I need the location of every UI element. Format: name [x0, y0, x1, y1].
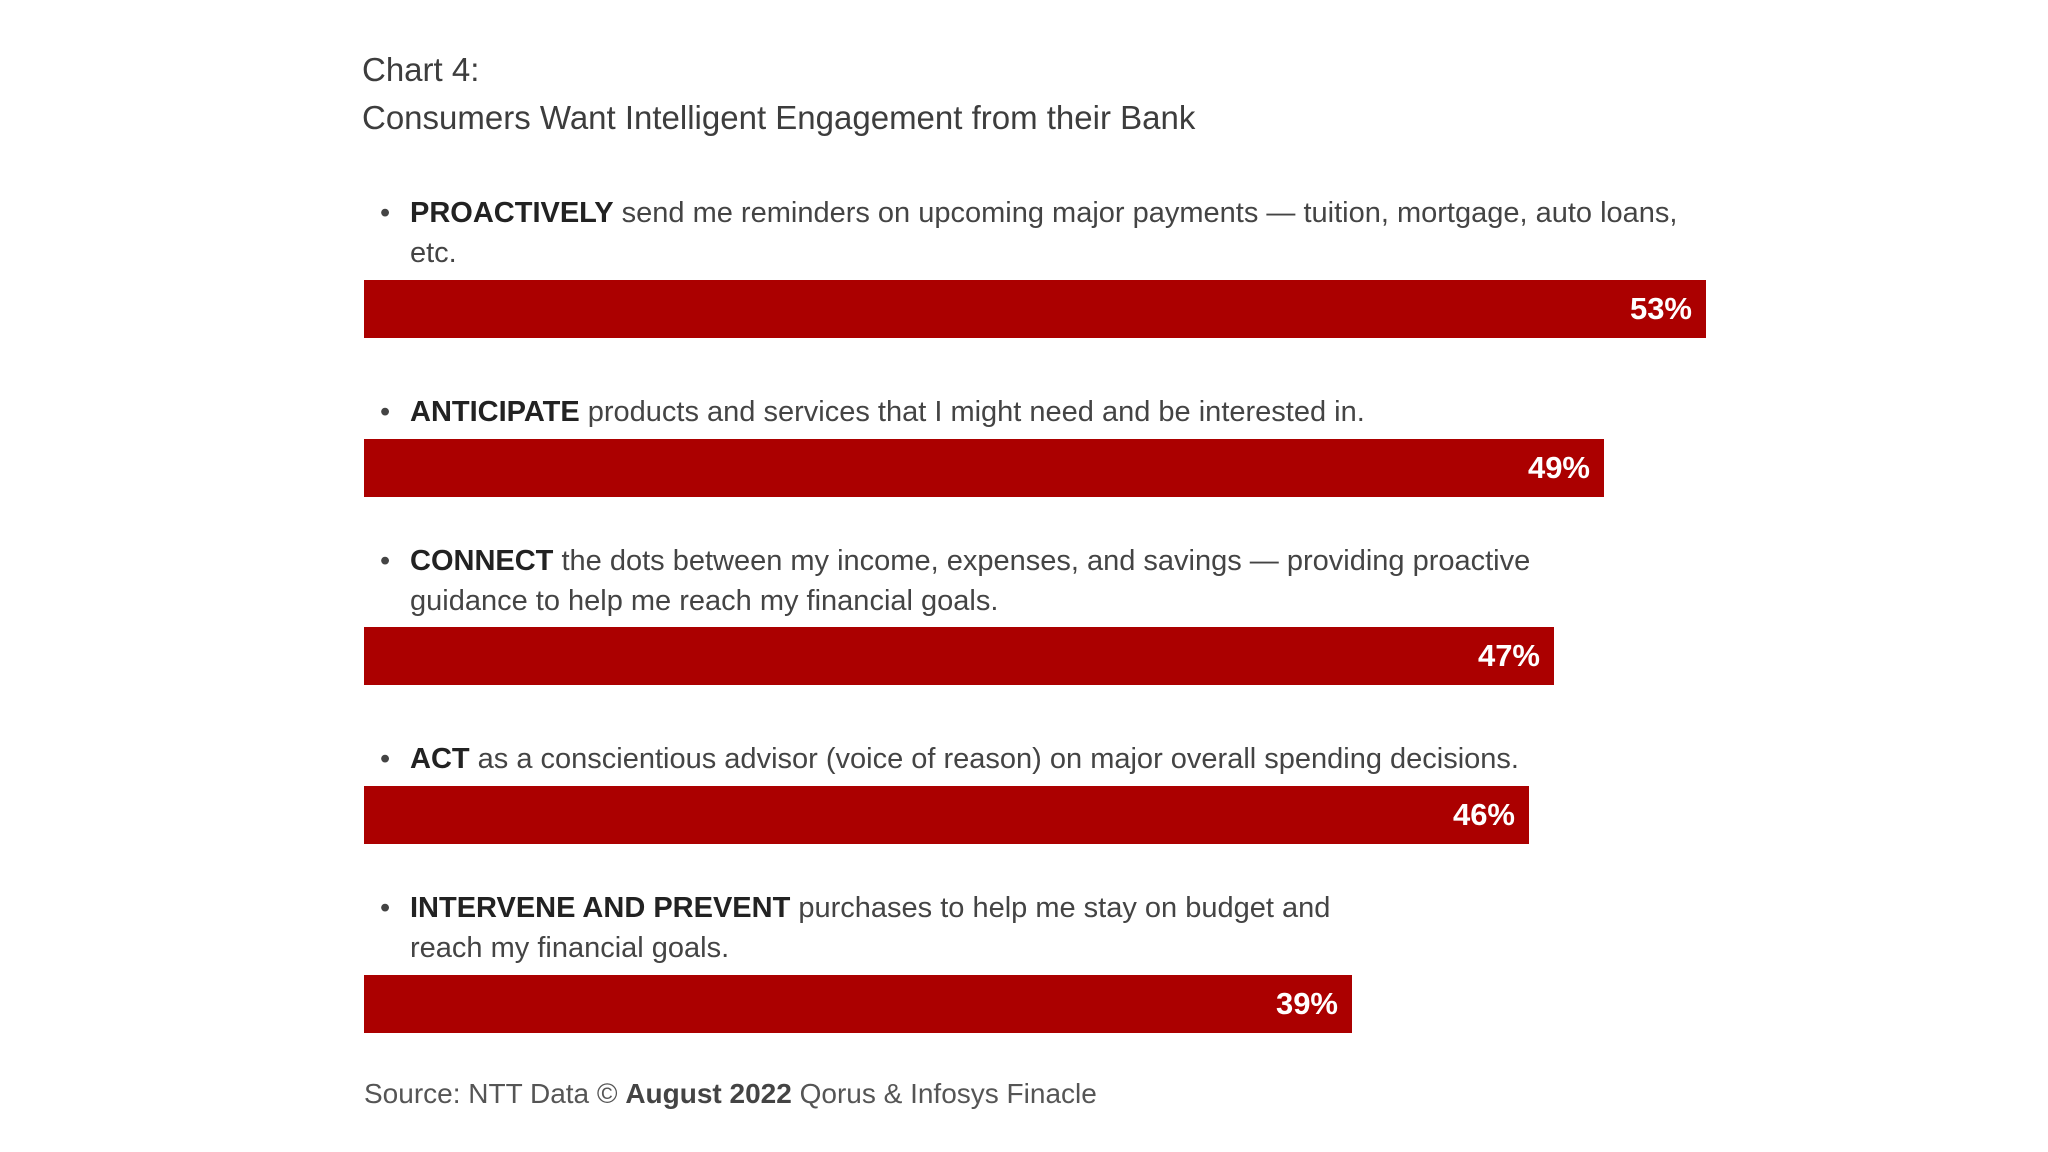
bullet-icon: • — [380, 545, 391, 577]
bullet-icon: • — [380, 197, 391, 229]
bar-value: 49% — [1527, 450, 1590, 485]
bar-value: 39% — [1275, 986, 1338, 1021]
item-description: as a conscientious advisor (voice of rea… — [469, 743, 1519, 775]
item-label-act: • ACT as a conscientious advisor (voice … — [380, 739, 1700, 779]
item-description: products and services that I might need … — [579, 396, 1365, 428]
bullet-icon: • — [380, 892, 391, 924]
item-label-intervene: • INTERVENE AND PREVENT purchases to hel… — [380, 888, 1370, 968]
item-label-connect: • CONNECT the dots between my income, ex… — [380, 541, 1630, 621]
item-keyword: ANTICIPATE — [410, 396, 580, 428]
item-keyword: PROACTIVELY — [410, 197, 614, 229]
source-prefix: Source: NTT Data © — [364, 1078, 626, 1109]
item-keyword: ACT — [410, 743, 470, 775]
item-label-proactively: • PROACTIVELY send me reminders on upcom… — [380, 193, 1700, 273]
item-description: send me reminders on upcoming major paym… — [410, 197, 1678, 269]
bar-proactively: 53% — [364, 280, 1706, 338]
bar-act: 46% — [364, 786, 1529, 844]
item-label-anticipate: • ANTICIPATE products and services that … — [380, 392, 1720, 432]
bar-connect: 47% — [364, 627, 1554, 685]
bar-anticipate: 49% — [364, 439, 1604, 497]
item-description: the dots between my income, expenses, an… — [410, 545, 1531, 617]
item-keyword: CONNECT — [410, 545, 554, 577]
bullet-icon: • — [380, 396, 391, 428]
bar-value: 53% — [1629, 291, 1692, 326]
bullet-icon: • — [380, 743, 391, 775]
item-keyword: INTERVENE AND PREVENT — [410, 892, 791, 924]
bar-value: 46% — [1452, 797, 1515, 832]
chart-number: Chart 4: — [362, 51, 480, 88]
source-note: Source: NTT Data © August 2022 Qorus & I… — [364, 1076, 1097, 1112]
source-suffix: Qorus & Infosys Finacle — [791, 1078, 1097, 1109]
chart-title: Chart 4: Consumers Want Intelligent Enga… — [362, 46, 1195, 142]
bar-value: 47% — [1477, 638, 1540, 673]
item-description: purchases to help me stay on budget and … — [410, 892, 1331, 964]
chart-heading: Consumers Want Intelligent Engagement fr… — [362, 99, 1196, 136]
bar-intervene: 39% — [364, 975, 1352, 1033]
source-date: August 2022 — [625, 1078, 792, 1109]
